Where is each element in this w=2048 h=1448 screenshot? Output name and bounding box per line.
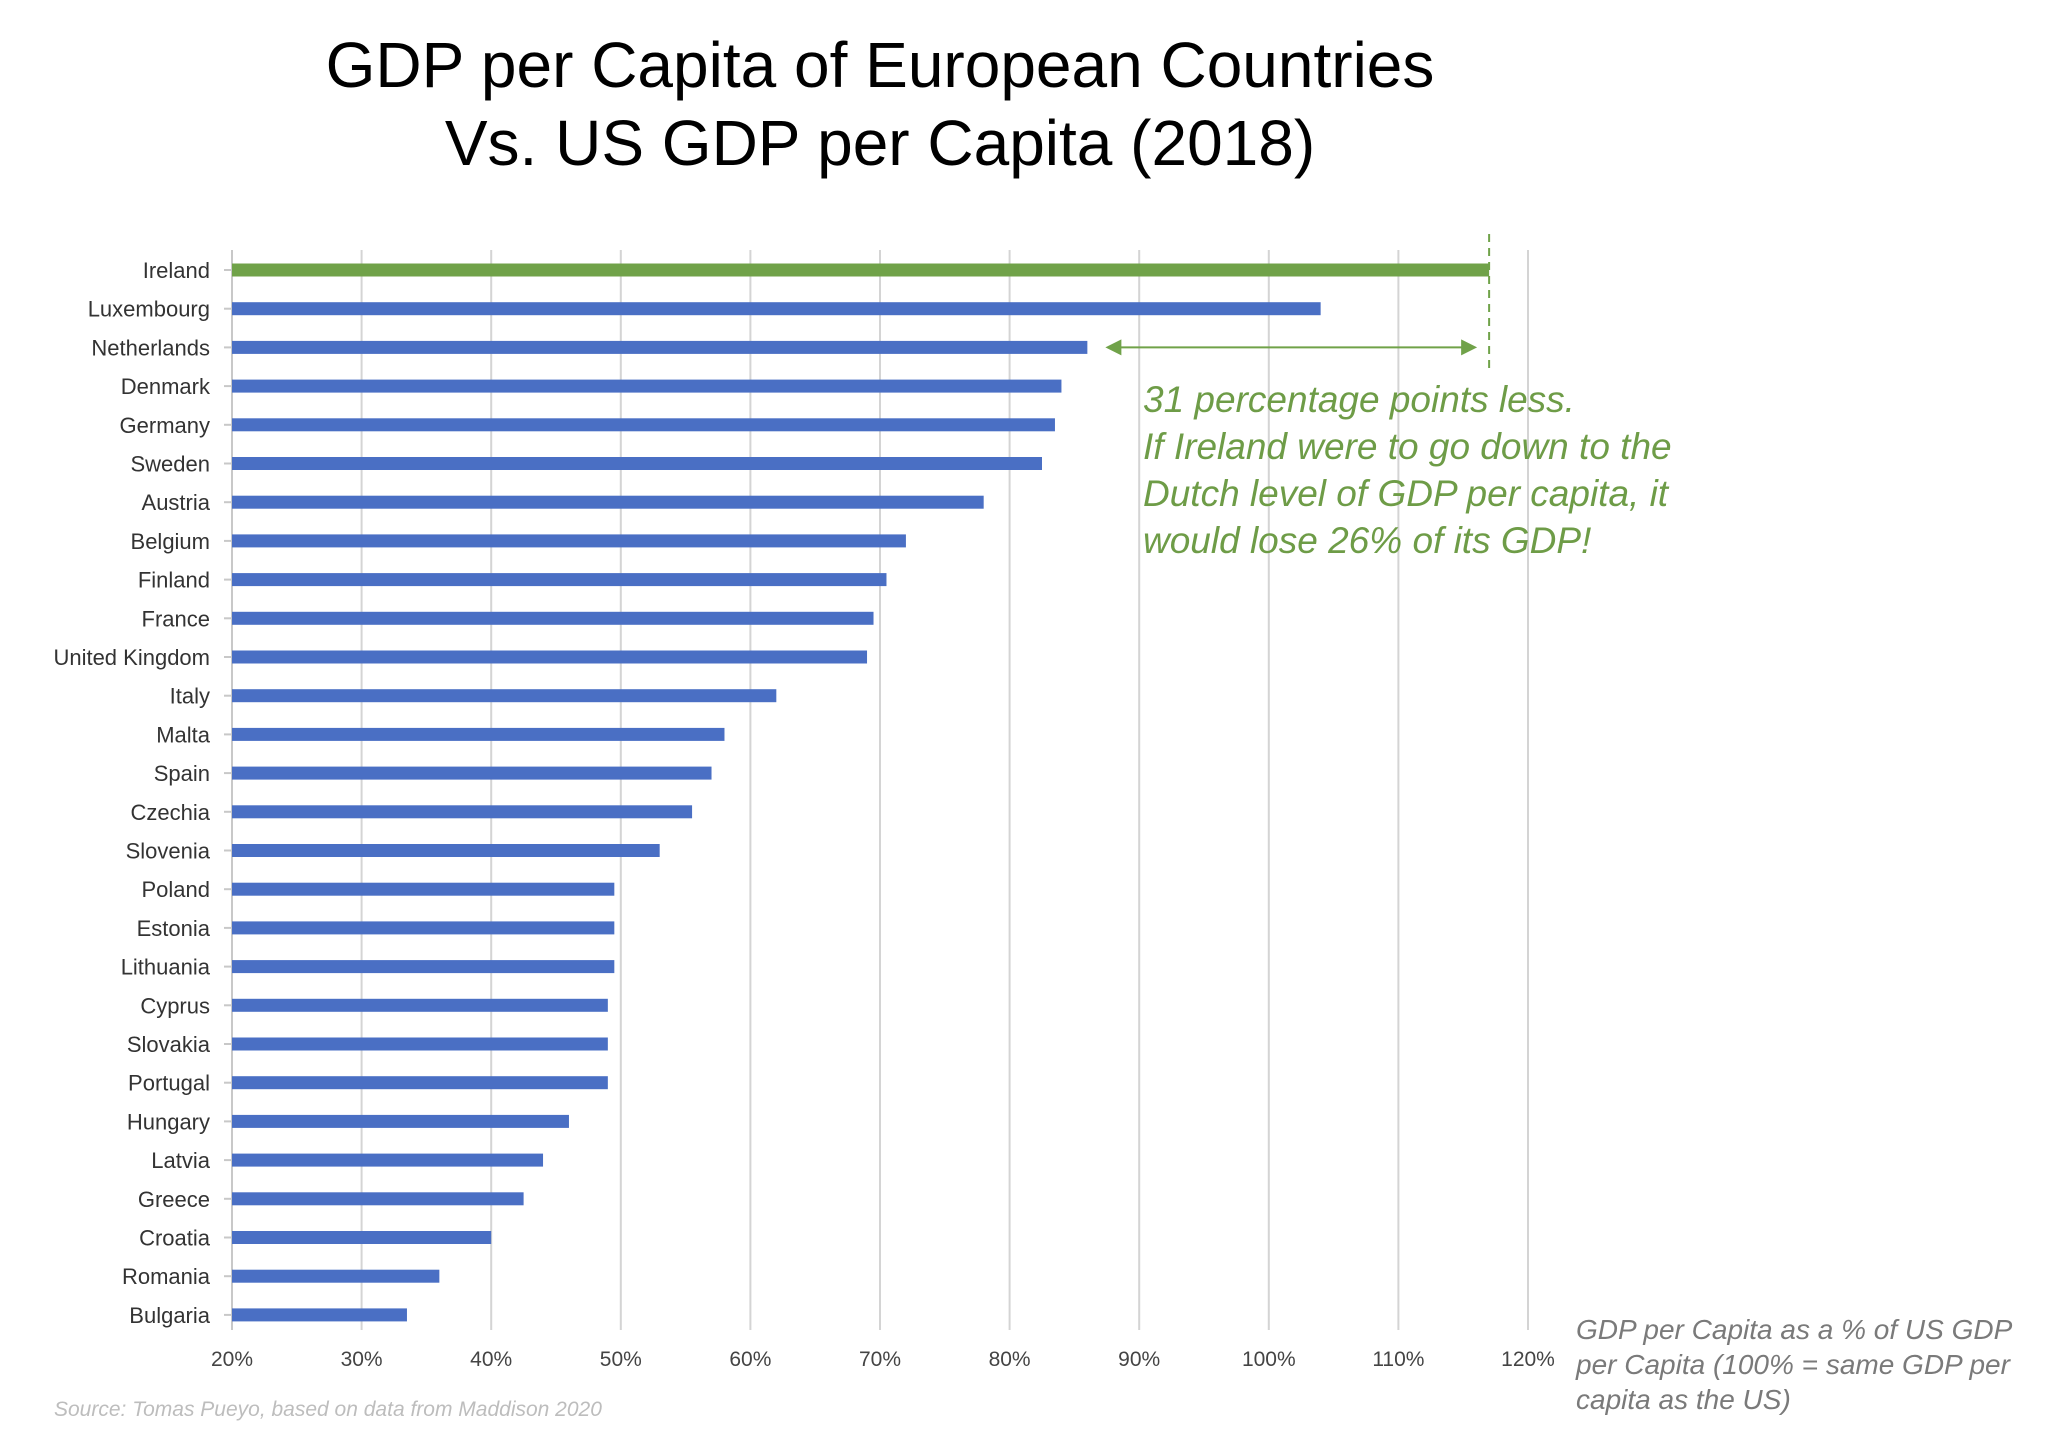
bar (232, 302, 1321, 316)
x-tick-label: 30% (341, 1348, 383, 1371)
annotation-line: would lose 26% of its GDP! (1143, 520, 1592, 561)
bar (232, 1114, 569, 1128)
bar (232, 1192, 524, 1206)
bar (232, 882, 615, 896)
bar (232, 1076, 608, 1090)
x-axis-note-line: per Capita (100% = same GDP per (1576, 1349, 2010, 1380)
annotation-line: If Ireland were to go down to the (1143, 426, 1672, 467)
bar (232, 844, 660, 857)
x-tick-label: 80% (989, 1348, 1031, 1371)
source-note: Source: Tomas Pueyo, based on data from … (54, 1398, 602, 1421)
category-label: Portugal (128, 1071, 210, 1096)
category-label: Poland (141, 877, 210, 902)
bar (232, 1037, 608, 1051)
category-label: Italy (170, 684, 210, 709)
bar (232, 534, 906, 548)
bar (232, 689, 777, 703)
x-tick-label: 110% (1372, 1348, 1424, 1371)
arrow-head-right-icon (1461, 339, 1478, 356)
category-label: Bulgaria (129, 1303, 210, 1328)
bar (232, 727, 725, 741)
category-label: Estonia (137, 916, 211, 941)
bar (232, 379, 1062, 393)
bar (232, 418, 1055, 432)
category-label: Netherlands (91, 335, 210, 360)
category-label: Denmark (121, 374, 211, 399)
bar (232, 1231, 492, 1244)
category-label: Croatia (139, 1226, 211, 1251)
category-label: Lithuania (121, 955, 211, 980)
x-tick-label: 90% (1118, 1348, 1160, 1371)
x-tick-label: 50% (600, 1348, 642, 1371)
x-tick-label: 60% (729, 1348, 771, 1371)
category-label: France (142, 606, 210, 631)
bar (232, 1308, 407, 1322)
arrow-head-left-icon (1105, 339, 1122, 356)
category-label: Austria (142, 490, 211, 515)
difference-annotation: 31 percentage points less. If Ireland we… (1143, 376, 1763, 564)
bar (232, 457, 1042, 470)
bar (232, 805, 693, 819)
x-tick-label: 120% (1501, 1348, 1555, 1371)
chart-title-line-1: GDP per Capita of European Countries (325, 29, 1435, 101)
x-axis-note-line: capita as the US) (1576, 1384, 1791, 1415)
bar (232, 998, 608, 1012)
bar (232, 921, 615, 935)
bar (232, 611, 874, 625)
bar (232, 960, 615, 974)
bar (232, 650, 868, 664)
x-tick-label: 20% (211, 1348, 253, 1371)
category-label: Czechia (131, 800, 211, 825)
x-axis-note-line: GDP per Capita as a % of US GDP (1576, 1314, 2013, 1345)
category-label: Cyprus (140, 993, 210, 1018)
category-label: Luxembourg (88, 297, 210, 322)
category-label: Finland (138, 568, 210, 593)
bar (232, 1269, 440, 1283)
category-label: Romania (122, 1264, 211, 1289)
category-label: Belgium (131, 529, 210, 554)
category-label: Hungary (127, 1109, 210, 1134)
annotation-line: 31 percentage points less. (1143, 379, 1575, 420)
category-label: Slovakia (127, 1032, 211, 1057)
category-label: Malta (156, 722, 211, 747)
x-tick-label: 70% (859, 1348, 901, 1371)
x-tick-label: 100% (1242, 1348, 1296, 1371)
bar (232, 766, 712, 780)
category-label: Slovenia (126, 839, 211, 864)
x-axis-note: GDP per Capita as a % of US GDP per Capi… (1576, 1312, 2036, 1417)
category-label: Germany (120, 413, 210, 438)
bar (232, 495, 984, 509)
chart-title-line-2: Vs. US GDP per Capita (2018) (444, 107, 1316, 179)
x-tick-label: 40% (470, 1348, 512, 1371)
bar (232, 1153, 544, 1167)
bar (232, 263, 1490, 277)
bar (232, 340, 1088, 354)
category-label: Spain (154, 761, 210, 786)
category-label: Greece (138, 1187, 210, 1212)
category-label: Latvia (151, 1148, 210, 1173)
annotation-line: Dutch level of GDP per capita, it (1143, 473, 1669, 514)
category-label: United Kingdom (53, 645, 210, 670)
category-label: Sweden (130, 452, 210, 477)
bar (232, 573, 887, 587)
category-label: Ireland (143, 258, 210, 283)
